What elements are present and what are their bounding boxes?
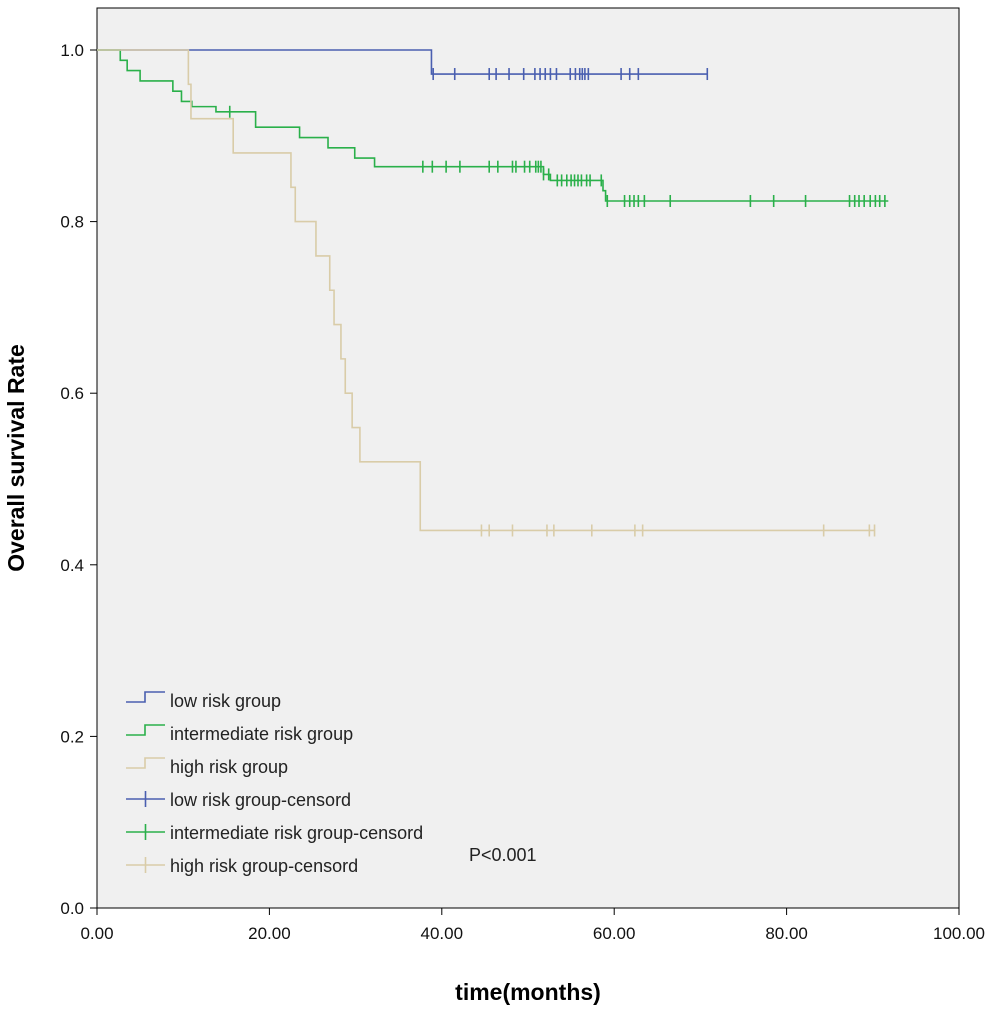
legend-swatch-high-risk-group	[126, 757, 165, 769]
y-tick-label: 0.8	[60, 213, 84, 232]
y-tick-label: 1.0	[60, 41, 84, 60]
curve-intermediate-risk-group	[97, 49, 889, 202]
x-tick-label: 80.00	[765, 924, 808, 943]
legend-censor-label-intermediate-risk-group: intermediate risk group-censord	[170, 823, 423, 843]
legend-swatch-intermediate-risk-group	[126, 724, 165, 736]
y-tick-label: 0.6	[60, 384, 84, 403]
legend-label-intermediate-risk-group: intermediate risk group	[170, 724, 353, 744]
y-tick-label: 0.4	[60, 556, 84, 575]
legend: low risk group intermediate risk group hig…	[126, 691, 423, 876]
p-value-annotation: P<0.001	[469, 845, 537, 865]
plot-background	[96, 7, 960, 909]
y-tick-label: 0.0	[60, 899, 84, 918]
axis-ticks: 0.00 20.00 40.00 60.00 80.00 100.00 0.0 0.2 0.4 0…	[60, 41, 985, 943]
legend-swatch-low-risk-group	[126, 691, 165, 703]
legend-censor-label-high-risk-group: high risk group-censord	[170, 856, 358, 876]
survival-curves	[97, 49, 889, 537]
legend-label-high-risk-group: high risk group	[170, 757, 288, 777]
y-axis-title: Overall survival Rate	[3, 344, 29, 572]
x-tick-label: 40.00	[421, 924, 464, 943]
x-tick-label: 100.00	[933, 924, 985, 943]
legend-censor-label-low-risk-group: low risk group-censord	[170, 790, 351, 810]
x-axis-title: time(months)	[455, 979, 601, 1005]
y-tick-label: 0.2	[60, 727, 84, 746]
curve-low-risk-group	[97, 49, 708, 75]
x-tick-label: 0.00	[80, 924, 113, 943]
legend-label-low-risk-group: low risk group	[170, 691, 281, 711]
curve-high-risk-group	[97, 49, 875, 532]
x-tick-label: 60.00	[593, 924, 636, 943]
x-tick-label: 20.00	[248, 924, 291, 943]
